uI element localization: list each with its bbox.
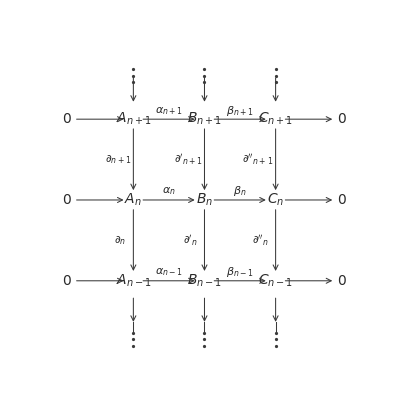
Text: $A_{n+1}$: $A_{n+1}$ [116,111,151,128]
Text: $0$: $0$ [62,274,72,288]
Text: $\alpha_{n-1}$: $\alpha_{n-1}$ [155,267,183,278]
Text: $0$: $0$ [337,112,347,126]
Text: $A_n$: $A_n$ [124,192,142,208]
Text: $\partial_{n+1}$: $\partial_{n+1}$ [105,153,132,166]
Text: $0$: $0$ [62,112,72,126]
Text: $\partial''_n$: $\partial''_n$ [252,233,269,248]
Text: $\alpha_n$: $\alpha_n$ [162,186,176,197]
Text: $0$: $0$ [62,193,72,207]
Text: $B_{n-1}$: $B_{n-1}$ [187,272,222,289]
Text: $\beta_n$: $\beta_n$ [233,185,247,198]
Text: $\partial'_n$: $\partial'_n$ [183,233,198,248]
Text: $\beta_{n+1}$: $\beta_{n+1}$ [226,104,254,118]
Text: $C_{n-1}$: $C_{n-1}$ [258,272,293,289]
Text: $\beta_{n-1}$: $\beta_{n-1}$ [226,265,254,279]
Text: $\partial'_{n+1}$: $\partial'_{n+1}$ [174,152,203,167]
Text: $\alpha_{n+1}$: $\alpha_{n+1}$ [155,105,183,116]
Text: $A_{n-1}$: $A_{n-1}$ [116,272,151,289]
Text: $0$: $0$ [337,274,347,288]
Text: $C_n$: $C_n$ [267,192,284,208]
Text: $C_{n+1}$: $C_{n+1}$ [258,111,293,128]
Text: $\partial''_{n+1}$: $\partial''_{n+1}$ [242,152,273,167]
Text: $B_n$: $B_n$ [196,192,213,208]
Text: $B_{n+1}$: $B_{n+1}$ [187,111,222,128]
Text: $0$: $0$ [337,193,347,207]
Text: $\partial_n$: $\partial_n$ [114,234,126,247]
